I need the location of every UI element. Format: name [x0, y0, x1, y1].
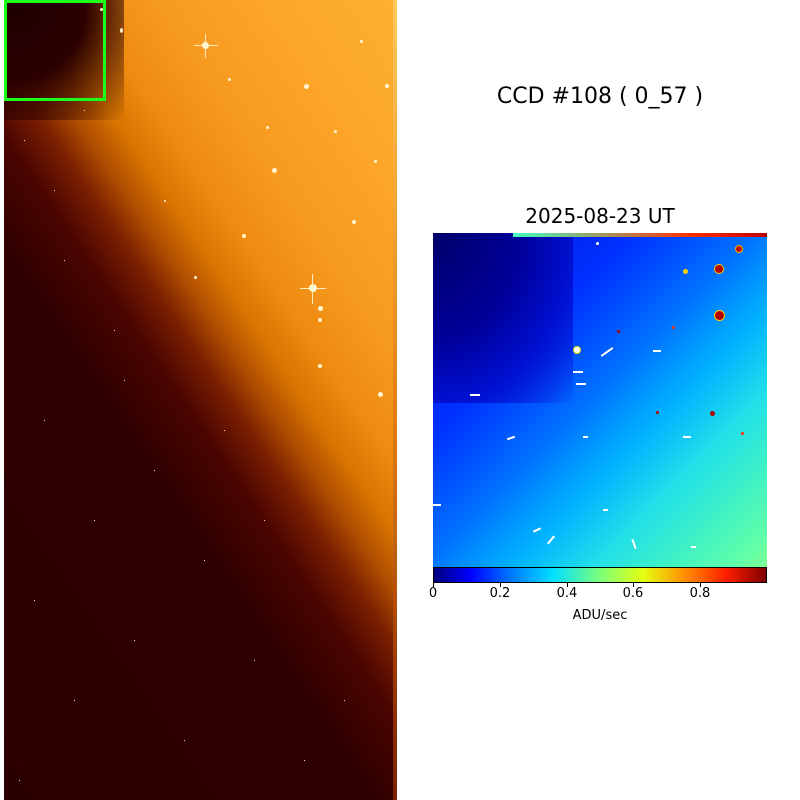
cosmic-ray-streak: [691, 546, 696, 548]
star: [735, 245, 743, 253]
ccd-zoom-image: [433, 233, 767, 567]
cosmic-ray-streak: [573, 371, 583, 373]
cosmic-ray: [124, 380, 125, 381]
cosmic-ray: [54, 190, 55, 191]
cosmic-ray-streak: [603, 509, 608, 511]
cosmic-ray: [134, 640, 135, 641]
zoom-region-box: [4, 0, 106, 101]
star: [741, 432, 744, 435]
cosmic-ray-streak: [470, 394, 480, 396]
star: [714, 264, 724, 274]
colorbar-tick-label: 0.4: [556, 586, 578, 601]
cosmic-ray: [44, 420, 45, 421]
star-spike: [194, 45, 218, 46]
star: [352, 220, 356, 224]
cosmic-ray: [154, 470, 155, 471]
colorbar: [433, 567, 767, 583]
cosmic-ray-streak: [683, 436, 691, 438]
star: [242, 234, 246, 238]
star-spike: [300, 288, 326, 289]
star: [656, 411, 659, 414]
star: [266, 126, 269, 129]
colorbar-unit-label: ADU/sec: [572, 608, 628, 623]
star: [304, 84, 309, 89]
cosmic-ray-streak: [653, 350, 661, 352]
colorbar-tick: [500, 583, 501, 587]
date-title: 2025-08-23 UT: [525, 204, 675, 228]
cosmic-ray-streak: [433, 504, 441, 506]
cosmic-ray-streak: [600, 347, 614, 357]
cosmic-ray-streak: [576, 383, 586, 385]
star: [100, 8, 103, 11]
cosmic-ray-streak: [583, 436, 588, 438]
star: [672, 326, 675, 329]
star: [228, 78, 231, 81]
colorbar-tick-label: 0: [428, 586, 438, 601]
colorbar-tick-label: 0.6: [622, 586, 644, 601]
cosmic-ray: [34, 600, 35, 601]
colorbar-tick: [633, 583, 634, 587]
cosmic-ray: [114, 330, 115, 331]
colorbar-tick: [567, 583, 568, 587]
cosmic-ray: [74, 700, 75, 701]
colorbar-tick-label: 0.2: [489, 586, 511, 601]
cosmic-ray: [184, 740, 185, 741]
cosmic-ray: [24, 140, 25, 141]
star: [272, 168, 277, 173]
cosmic-ray: [344, 700, 345, 701]
colorbar-tick: [433, 583, 434, 587]
cosmic-ray: [254, 660, 255, 661]
star: [596, 242, 599, 245]
top-edge-stripe: [513, 233, 767, 237]
star: [120, 28, 123, 33]
cosmic-ray: [304, 760, 305, 761]
cosmic-ray-streak: [631, 538, 637, 550]
star: [164, 200, 166, 202]
star: [710, 411, 715, 416]
cosmic-ray: [224, 430, 225, 431]
bright-right-edge: [393, 0, 397, 800]
star: [683, 269, 688, 274]
cosmic-ray-streak: [547, 535, 555, 545]
cosmic-ray-streak: [506, 435, 516, 441]
star: [318, 318, 322, 322]
star: [374, 160, 377, 163]
star: [378, 392, 383, 397]
star: [318, 306, 323, 311]
star-spike: [205, 34, 206, 58]
cosmic-ray: [84, 110, 85, 111]
cosmic-ray: [19, 780, 20, 781]
cosmic-ray: [264, 520, 265, 521]
star: [318, 364, 322, 368]
cosmic-ray: [64, 260, 65, 261]
star: [617, 330, 620, 333]
cosmic-ray: [204, 560, 205, 561]
star: [334, 130, 337, 133]
star: [194, 276, 197, 279]
star-spike: [312, 274, 313, 304]
cosmic-ray: [94, 520, 95, 521]
star: [573, 346, 581, 354]
dark-blue-corner-region: [433, 233, 573, 403]
colorbar-tick: [700, 583, 701, 587]
colorbar-tick-label: 0.8: [689, 586, 711, 601]
cosmic-ray-streak: [532, 527, 542, 533]
star: [714, 310, 725, 321]
star: [360, 40, 363, 43]
ccd-full-image: [4, 0, 397, 800]
ccd-title: CCD #108 ( 0_57 ): [496, 84, 704, 109]
star: [385, 84, 389, 88]
